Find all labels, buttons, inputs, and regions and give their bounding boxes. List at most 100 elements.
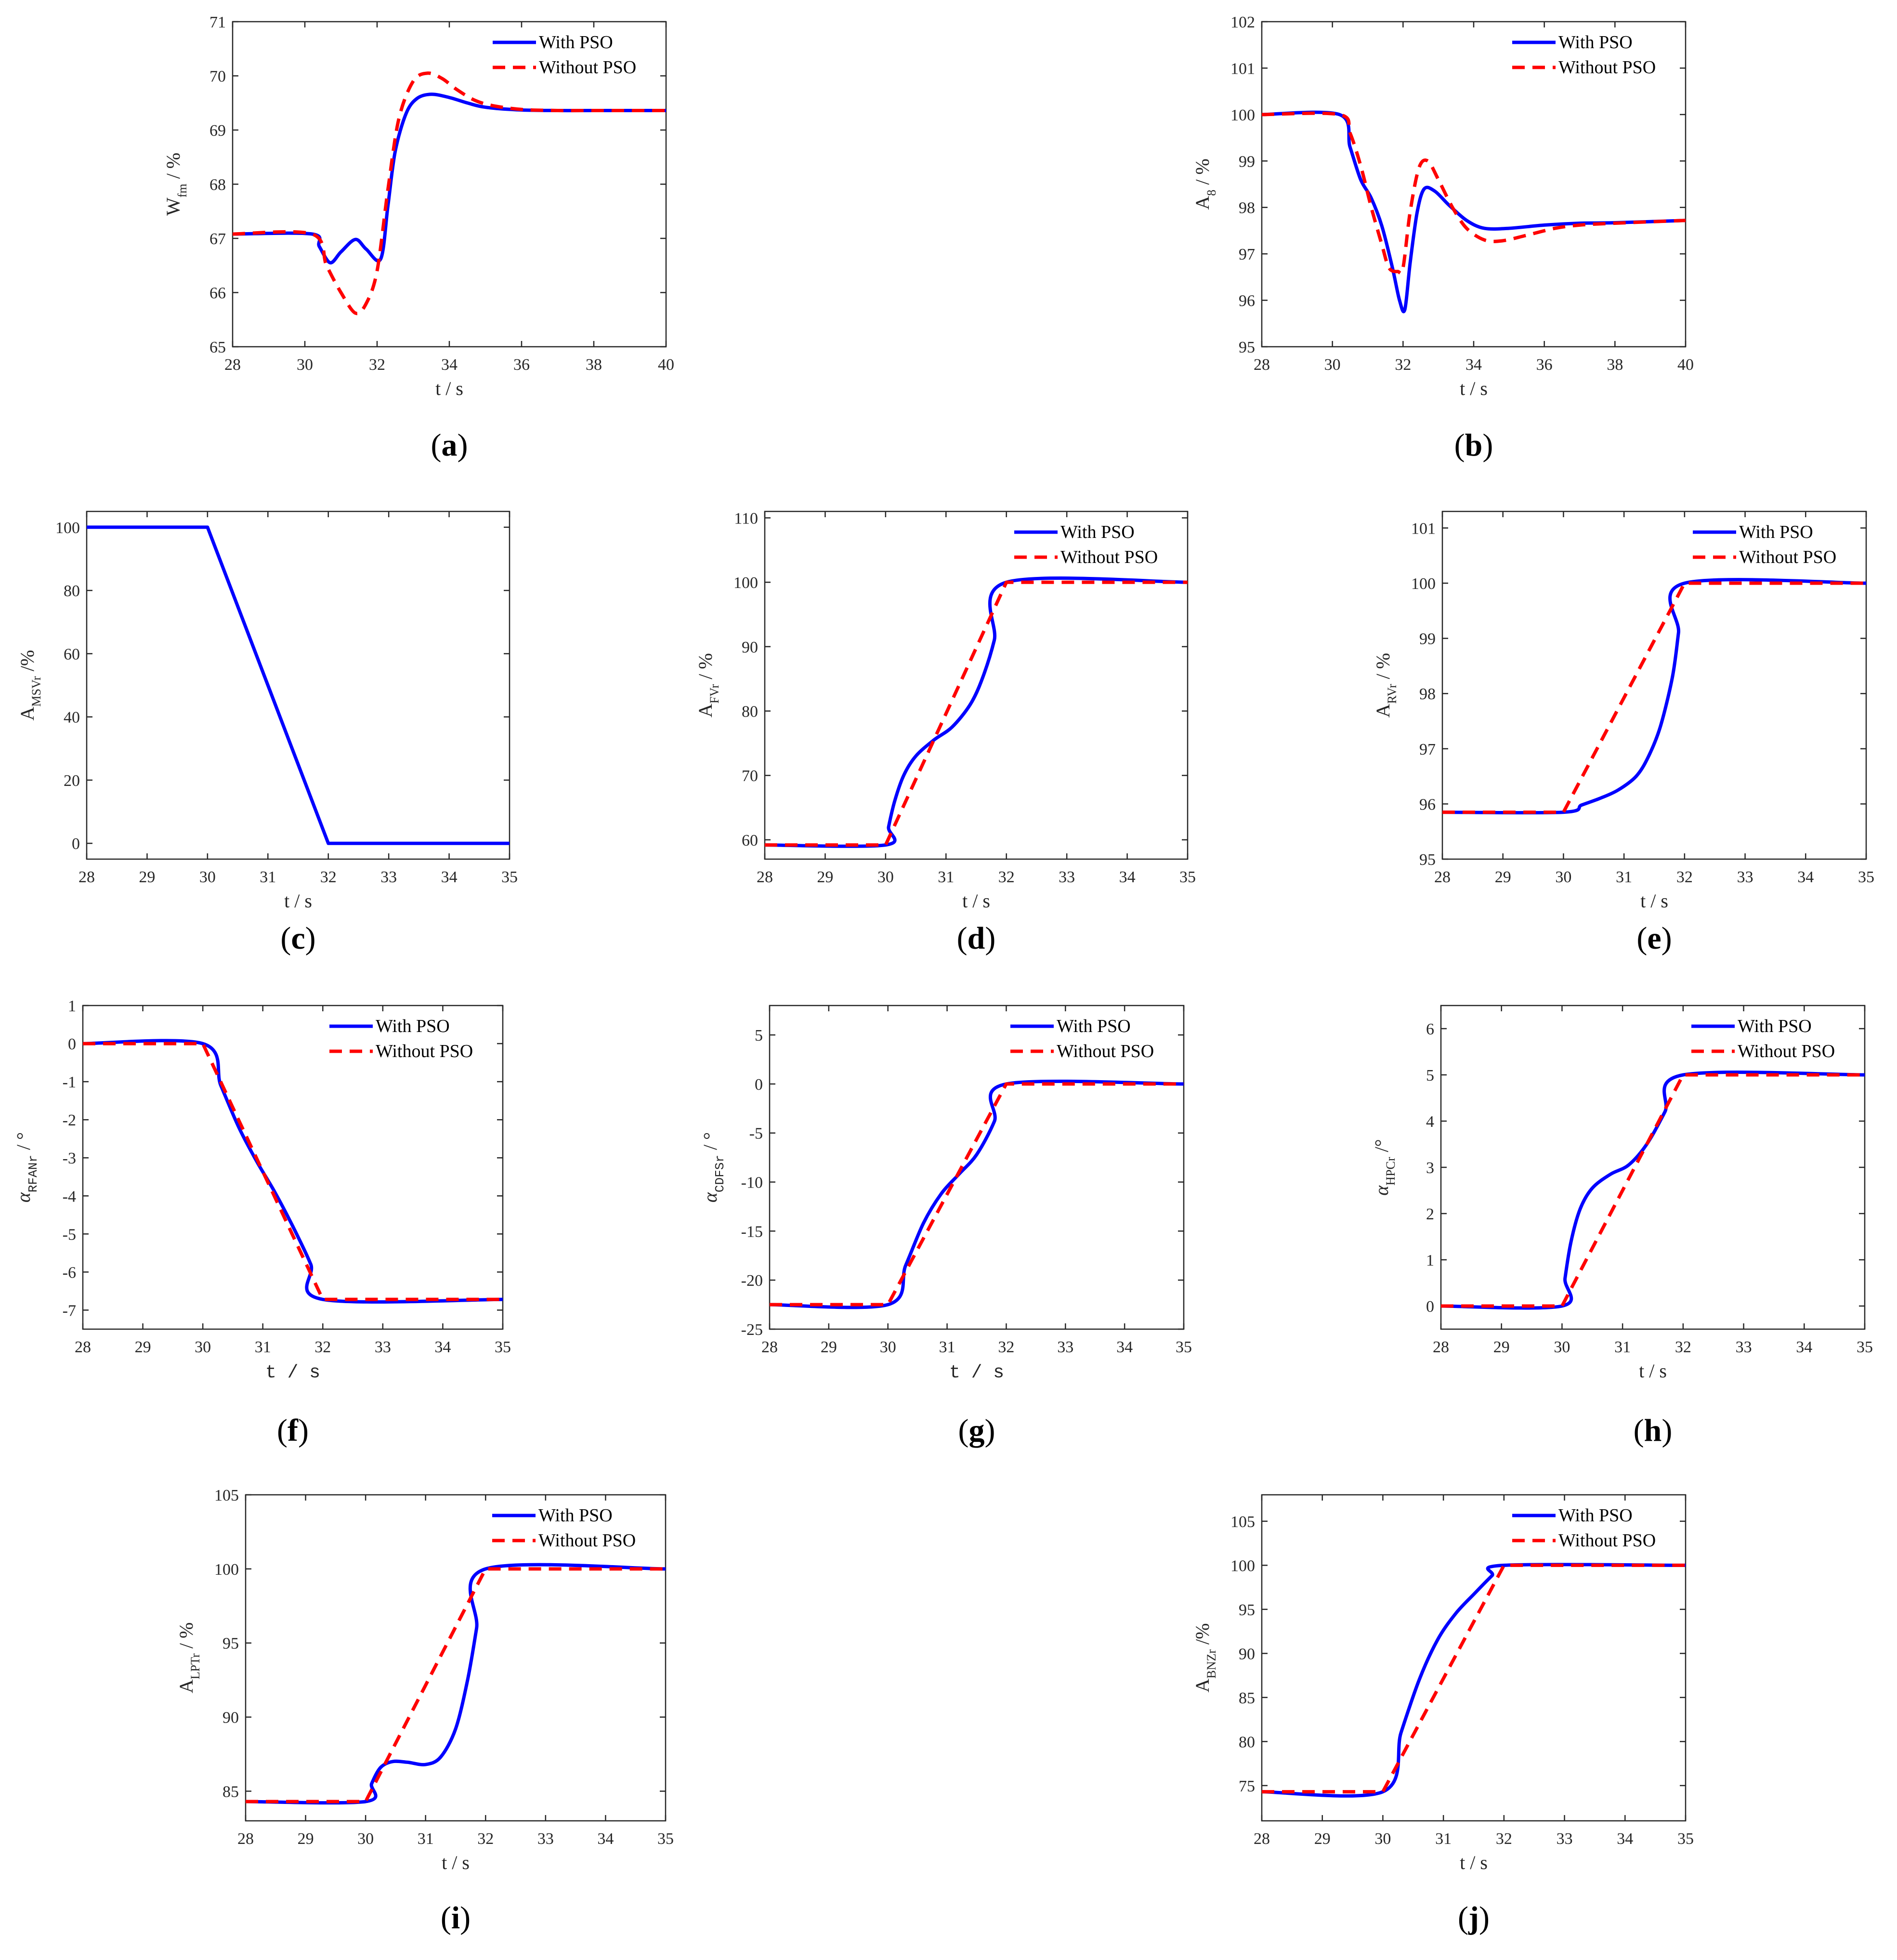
y-tick-label: 105 xyxy=(214,1487,239,1504)
plot-area xyxy=(1441,510,1867,860)
y-tick-label: 2 xyxy=(1426,1205,1434,1223)
x-tick-label: 28 xyxy=(757,868,773,886)
x-tick-label: 31 xyxy=(255,1338,271,1356)
y-axis-label: ABNZr /% xyxy=(1191,1623,1218,1693)
x-tick-label: 30 xyxy=(199,868,216,886)
y-tick-label: -15 xyxy=(741,1223,763,1241)
y-axis-label: Wfm / % xyxy=(162,153,189,216)
caption-paren-open: ( xyxy=(957,921,968,956)
x-tick-label: 36 xyxy=(513,356,530,374)
y-tick-label: -3 xyxy=(63,1150,76,1167)
x-tick-label: 28 xyxy=(1434,868,1451,886)
legend: With PSO Without PSO xyxy=(493,32,636,78)
legend-label-without-pso: Without PSO xyxy=(539,57,636,78)
x-tick-label: 33 xyxy=(1059,868,1075,886)
caption-paren-open: ( xyxy=(1634,1413,1644,1448)
panel-c: 28 29 30 31 32 33 34 35 0 20 40 60 80 100 t / s AMSVr /… xyxy=(16,510,518,956)
y-tick-label: 97 xyxy=(1419,741,1436,758)
caption-letter: e xyxy=(1647,921,1661,956)
caption-paren-open: ( xyxy=(441,1900,451,1935)
y-axis-label-unit: / % xyxy=(175,1622,197,1653)
series-line-with-pso xyxy=(765,576,1188,848)
y-axis-label: αCDFSr / ° xyxy=(699,1132,727,1202)
x-tick-label: 30 xyxy=(195,1338,211,1356)
x-tick-label: 31 xyxy=(938,868,954,886)
y-tick-label: 69 xyxy=(209,122,226,140)
caption-letter: b xyxy=(1465,428,1483,463)
y-axis-label-subscript: HPCr xyxy=(1384,1157,1398,1186)
x-tick-label: 33 xyxy=(1736,1338,1752,1356)
y-tick-label: 110 xyxy=(734,510,758,527)
series-line-with-pso xyxy=(246,1563,666,1805)
x-tick-label: 31 xyxy=(1616,868,1632,886)
x-axis-label: t / s xyxy=(962,890,990,912)
x-tick-label: 31 xyxy=(418,1830,434,1848)
y-tick-label: -25 xyxy=(741,1321,763,1339)
y-tick-label: -4 xyxy=(63,1188,76,1205)
y-axis-label-unit: / % xyxy=(1191,158,1213,189)
x-tick-label: 35 xyxy=(1858,868,1874,886)
x-tick-label: 29 xyxy=(1314,1830,1331,1848)
series-line-with-pso xyxy=(233,92,666,265)
y-axis-label-main: A xyxy=(1191,1679,1213,1693)
panel-caption: (a) xyxy=(431,428,468,463)
plot-area xyxy=(86,510,510,860)
y-tick-label: 5 xyxy=(1426,1067,1434,1085)
y-tick-label: 90 xyxy=(1239,1645,1255,1663)
x-tick-label: 35 xyxy=(1857,1338,1873,1356)
y-tick-label: 90 xyxy=(222,1709,239,1727)
y-tick-label: 85 xyxy=(1239,1689,1255,1707)
x-tick-label: 35 xyxy=(1179,868,1196,886)
y-axis-label-unit: / % xyxy=(1372,653,1394,684)
y-tick-label: 60 xyxy=(742,832,758,849)
y-tick-label: 71 xyxy=(209,13,226,31)
series-line-with-pso xyxy=(83,1039,503,1304)
y-tick-label: 105 xyxy=(1230,1513,1255,1531)
x-tick-label: 30 xyxy=(297,356,313,374)
y-tick-label: 68 xyxy=(209,176,226,194)
x-axis-label: t / s xyxy=(284,890,312,912)
series-line-without-pso xyxy=(1262,1563,1686,1794)
x-tick-label: 31 xyxy=(260,868,276,886)
y-axis-label: αRFANr / ° xyxy=(13,1132,40,1202)
series-line-without-pso xyxy=(246,1567,666,1803)
x-tick-label: 32 xyxy=(998,868,1015,886)
plot-area xyxy=(764,510,1189,860)
legend-label-with-pso: With PSO xyxy=(1739,522,1813,542)
y-tick-label: 3 xyxy=(1426,1159,1434,1177)
y-tick-label: -2 xyxy=(63,1111,76,1129)
series-line-with-pso xyxy=(1441,1071,1865,1310)
panel-caption: (h) xyxy=(1634,1413,1673,1448)
panel-caption: (j) xyxy=(1458,1900,1490,1935)
panel-caption: (f) xyxy=(277,1413,309,1448)
caption-paren-close: ) xyxy=(458,428,468,463)
y-tick-label: 100 xyxy=(214,1561,239,1579)
y-tick-label: 98 xyxy=(1419,685,1436,703)
y-tick-label: 0 xyxy=(755,1076,763,1094)
y-tick-label: 100 xyxy=(55,519,80,537)
caption-letter: c xyxy=(291,921,305,956)
y-tick-label: 1 xyxy=(68,997,76,1015)
x-axis-label: t / s xyxy=(1460,378,1488,399)
caption-paren-close: ) xyxy=(985,921,995,956)
x-tick-label: 34 xyxy=(441,868,458,886)
y-tick-label: 80 xyxy=(1239,1733,1255,1751)
legend-label-with-pso: With PSO xyxy=(539,32,613,52)
x-tick-label: 32 xyxy=(1676,868,1693,886)
x-axis-label: t / s xyxy=(435,378,463,399)
x-tick-label: 32 xyxy=(1675,1338,1691,1356)
x-tick-label: 32 xyxy=(369,356,385,374)
x-tick-label: 28 xyxy=(237,1830,254,1848)
x-tick-label: 32 xyxy=(477,1830,494,1848)
y-axis-label-unit: / % xyxy=(162,153,184,183)
x-tick-label: 30 xyxy=(1555,868,1571,886)
x-tick-label: 38 xyxy=(586,356,602,374)
x-tick-label: 35 xyxy=(495,1338,511,1356)
y-tick-label: 98 xyxy=(1239,199,1255,217)
y-tick-label: -7 xyxy=(63,1302,76,1320)
y-tick-label: 100 xyxy=(733,574,758,592)
panel-i: 28 29 30 31 32 33 34 35 85 90 95 100 105 t / s ALPTr /… xyxy=(175,1487,674,1935)
x-tick-label: 28 xyxy=(75,1338,91,1356)
y-tick-label: 0 xyxy=(68,1035,76,1053)
caption-paren-open: ( xyxy=(1636,921,1647,956)
